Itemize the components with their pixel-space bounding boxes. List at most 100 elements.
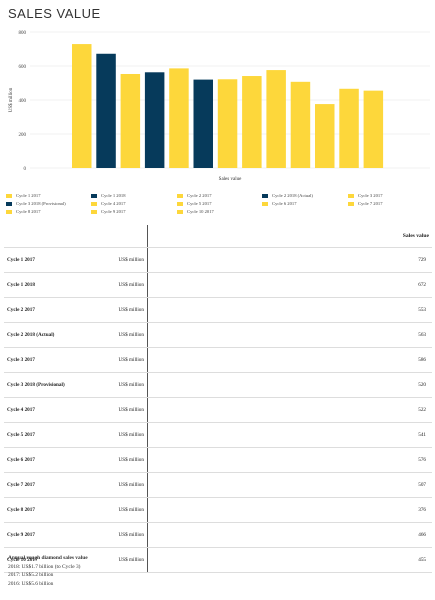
table-cell-value: 672 (147, 272, 432, 298)
legend-swatch (348, 193, 354, 198)
legend-item: Cycle 1 2018 (91, 193, 126, 198)
legend-item: Cycle 2 2018 (Actual) (262, 193, 313, 198)
table-cell-cycle: Cycle 3 2018 (Provisional) (4, 372, 110, 398)
sales-table-container: Sales value Cycle 1 2017 US$ million 729 Cy… (4, 225, 432, 573)
table-row: Cycle 1 2017 US$ million 729 (4, 247, 432, 273)
table-cell-unit: US$ million (110, 447, 148, 473)
table-cell-cycle: Cycle 5 2017 (4, 422, 110, 448)
table-cell-value: 553 (147, 297, 432, 323)
table-row: Cycle 6 2017 US$ million 576 (4, 447, 432, 473)
legend-label: Cycle 3 2017 (358, 193, 383, 198)
sales-table: Sales value Cycle 1 2017 US$ million 729 Cy… (4, 225, 432, 573)
legend-item: Cycle 2 2017 (177, 193, 212, 198)
notes-line: 2018: US$1.7 billion (to Cycle 3) (8, 563, 81, 570)
table-header-row: Sales value (4, 225, 432, 248)
table-row: Cycle 3 2017 US$ million 586 (4, 347, 432, 373)
notes-line: 2016: US$5.6 billion (8, 580, 54, 587)
table-cell-cycle: Cycle 8 2017 (4, 497, 110, 523)
legend-label: Cycle 7 2017 (358, 201, 383, 206)
legend-swatch (6, 193, 12, 198)
legend-item: Cycle 3 2018 (Provisional) (6, 201, 66, 206)
table-cell-cycle: Cycle 3 2017 (4, 347, 110, 373)
table-cell-value: 466 (147, 522, 432, 548)
bar (72, 44, 92, 168)
legend-item: Cycle 1 2017 (6, 193, 41, 198)
legend-item: Cycle 7 2017 (348, 201, 383, 206)
legend-label: Cycle 3 2018 (Provisional) (16, 201, 66, 206)
legend-label: Cycle 6 2017 (272, 201, 297, 206)
table-cell-value: 520 (147, 372, 432, 398)
table-row: Cycle 10 2017 US$ million 455 (4, 547, 432, 573)
legend-swatch (177, 209, 183, 214)
legend-item: Cycle 6 2017 (262, 201, 297, 206)
sales-value-chart: 0 200 400 600 800 US$ million Sales value (9, 31, 430, 182)
legend-label: Cycle 1 2017 (16, 193, 41, 198)
bar (290, 81, 311, 168)
legend-swatch (177, 193, 183, 198)
table-cell-unit: US$ million (110, 272, 148, 298)
annual-sales-notes: Annual rough diamond sales value 2018: U… (8, 554, 88, 588)
table-header-blank (4, 225, 110, 248)
bar (217, 79, 238, 168)
table-row: Cycle 5 2017 US$ million 541 (4, 422, 432, 448)
bar (363, 90, 384, 168)
table-row: Cycle 8 2017 US$ million 376 (4, 497, 432, 523)
table-cell-value: 586 (147, 347, 432, 373)
table-header-blank-unit (110, 225, 148, 248)
table-cell-cycle: Cycle 1 2017 (4, 247, 110, 273)
table-cell-unit: US$ million (110, 472, 148, 498)
legend-label: Cycle 8 2017 (16, 209, 41, 214)
table-cell-value: 522 (147, 397, 432, 423)
y-tick-label: 400 (19, 99, 27, 104)
legend-label: Cycle 10 2017 (187, 209, 214, 214)
bar (120, 73, 141, 168)
table-cell-value: 576 (147, 447, 432, 473)
table-cell-cycle: Cycle 6 2017 (4, 447, 110, 473)
table-row: Cycle 2 2018 (Actual) US$ million 563 (4, 322, 432, 348)
bar (169, 68, 189, 168)
notes-heading: Annual rough diamond sales value (8, 555, 88, 561)
legend-label: Cycle 1 2018 (101, 193, 126, 198)
bar (266, 70, 286, 168)
table-cell-value: 563 (147, 322, 432, 348)
bar (339, 88, 359, 168)
legend-label: Cycle 5 2017 (187, 201, 212, 206)
legend-swatch (91, 209, 97, 214)
table-cell-cycle: Cycle 4 2017 (4, 397, 110, 423)
legend-item: Cycle 8 2017 (6, 209, 41, 214)
x-axis-label: Sales value (219, 177, 242, 182)
legend-label: Cycle 2 2018 (Actual) (272, 193, 313, 198)
table-cell-cycle: Cycle 9 2017 (4, 522, 110, 548)
table-row: Cycle 2 2017 US$ million 553 (4, 297, 432, 323)
bar (315, 104, 335, 168)
table-row: Cycle 4 2017 US$ million 522 (4, 397, 432, 423)
y-axis-label: US$ million (9, 87, 14, 112)
legend-item: Cycle 4 2017 (91, 201, 126, 206)
table-cell-unit: US$ million (110, 397, 148, 423)
table-cell-unit: US$ million (110, 547, 148, 573)
table-cell-unit: US$ million (110, 497, 148, 523)
legend-swatch (262, 193, 268, 198)
legend-label: Cycle 4 2017 (101, 201, 126, 206)
table-row: Cycle 7 2017 US$ million 507 (4, 472, 432, 498)
table-cell-cycle: Cycle 2 2018 (Actual) (4, 322, 110, 348)
table-cell-value: 376 (147, 497, 432, 523)
legend-item: Cycle 3 2017 (348, 193, 383, 198)
legend-swatch (348, 201, 354, 206)
legend-swatch (91, 201, 97, 206)
table-cell-value: 729 (147, 247, 432, 273)
table-cell-unit: US$ million (110, 347, 148, 373)
legend-item: Cycle 10 2017 (177, 209, 214, 214)
bar (96, 53, 116, 168)
table-cell-unit: US$ million (110, 372, 148, 398)
table-cell-value: 507 (147, 472, 432, 498)
notes-line: 2017: US$5.2 billion (8, 572, 54, 579)
legend-swatch (91, 193, 97, 198)
table-cell-cycle: Cycle 2 2017 (4, 297, 110, 323)
table-row: Cycle 3 2018 (Provisional) US$ million 520 (4, 372, 432, 398)
table-cell-unit: US$ million (110, 247, 148, 273)
legend-label: Cycle 9 2017 (101, 209, 126, 214)
legend-swatch (177, 201, 183, 206)
legend-swatch (6, 209, 12, 214)
table-cell-unit: US$ million (110, 297, 148, 323)
